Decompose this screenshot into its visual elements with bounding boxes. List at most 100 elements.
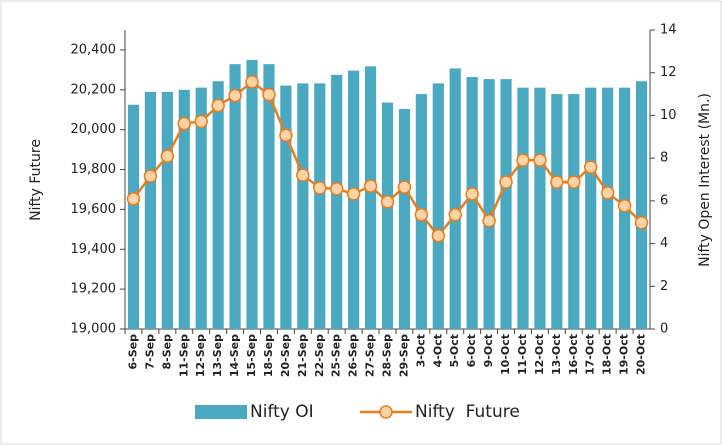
marker bbox=[600, 186, 615, 200]
x-tick-label: 20-Sep bbox=[279, 334, 292, 377]
bar bbox=[466, 76, 478, 329]
bar bbox=[500, 79, 512, 329]
bar bbox=[635, 81, 648, 329]
marker bbox=[279, 128, 293, 142]
legend-key-marker bbox=[379, 405, 393, 419]
y-tick-label: 20,400 bbox=[71, 42, 117, 57]
x-tick-label: 21-Sep bbox=[296, 334, 309, 377]
x-tick-label: 12-Oct bbox=[533, 334, 546, 375]
y2-tick-label: 2 bbox=[660, 279, 668, 294]
bar bbox=[381, 102, 394, 329]
x-tick-label: 29-Sep bbox=[397, 334, 410, 377]
marker bbox=[431, 228, 446, 243]
x-tick-label: 13-Oct bbox=[550, 334, 563, 375]
marker bbox=[329, 182, 344, 196]
x-tick-label: 25-Sep bbox=[330, 334, 343, 377]
bar bbox=[483, 79, 495, 329]
marker bbox=[296, 168, 310, 182]
x-tick-label: 12-Sep bbox=[194, 334, 207, 377]
marker bbox=[583, 160, 598, 174]
y-tick-label: 19,400 bbox=[71, 242, 117, 257]
y-tick-label: 20,200 bbox=[71, 82, 117, 97]
marker bbox=[245, 75, 259, 89]
x-tick-label: 4-Oct bbox=[431, 334, 444, 367]
bar bbox=[517, 87, 529, 330]
bar bbox=[161, 91, 173, 329]
marker bbox=[482, 214, 496, 228]
bar bbox=[263, 64, 275, 330]
x-tick-label: 8-Sep bbox=[160, 334, 173, 370]
bar bbox=[398, 109, 411, 330]
legend-label: Nifty OI bbox=[250, 402, 314, 422]
x-tick-label: 16-Oct bbox=[567, 334, 580, 375]
y-tick-label: 19,200 bbox=[71, 282, 117, 297]
marker bbox=[533, 153, 547, 167]
y-tick-label: 20,000 bbox=[71, 122, 117, 137]
bar bbox=[195, 87, 207, 330]
x-tick-label: 11-Oct bbox=[516, 334, 529, 375]
bar bbox=[229, 64, 241, 330]
marker bbox=[313, 181, 327, 195]
y2-tick-label: 10 bbox=[660, 108, 677, 123]
x-tick-label: 6-Sep bbox=[126, 334, 139, 370]
x-tick-label: 5-Oct bbox=[448, 334, 461, 367]
y2-axis-title: Nifty Open Interest (Mn.) bbox=[697, 93, 713, 267]
y2-tick-label: 6 bbox=[660, 193, 668, 208]
y2-tick-label: 0 bbox=[660, 322, 668, 337]
x-tick-label: 6-Oct bbox=[465, 334, 478, 367]
marker bbox=[177, 116, 192, 131]
marker bbox=[160, 149, 175, 163]
marker bbox=[262, 87, 276, 102]
marker bbox=[448, 208, 462, 222]
x-tick-label: 3-Oct bbox=[414, 334, 427, 367]
x-tick-label: 28-Sep bbox=[381, 334, 394, 377]
marker bbox=[634, 216, 649, 230]
marker bbox=[126, 192, 141, 206]
bar bbox=[280, 85, 292, 330]
bar bbox=[127, 104, 140, 329]
x-tick-label: 11-Sep bbox=[177, 334, 190, 377]
x-tick-label: 17-Oct bbox=[584, 334, 597, 375]
marker bbox=[567, 175, 581, 189]
x-tick-label: 27-Sep bbox=[364, 334, 377, 377]
bar bbox=[331, 74, 343, 329]
bar bbox=[212, 81, 224, 329]
marker bbox=[465, 187, 479, 201]
marker bbox=[211, 98, 225, 113]
marker bbox=[228, 88, 242, 103]
x-tick-label: 13-Sep bbox=[211, 334, 224, 377]
x-tick-label: 18-Oct bbox=[601, 334, 614, 375]
bar bbox=[551, 94, 563, 329]
legend-label: Nifty Future bbox=[415, 402, 520, 422]
x-tick-label: 9-Oct bbox=[482, 334, 495, 367]
marker bbox=[414, 208, 429, 222]
x-tick-label: 22-Sep bbox=[313, 334, 326, 377]
y-tick-label: 19,000 bbox=[71, 322, 117, 337]
x-tick-label: 19-Oct bbox=[618, 334, 631, 375]
x-tick-label: 10-Oct bbox=[499, 334, 512, 375]
marker bbox=[363, 179, 378, 193]
bar bbox=[432, 83, 444, 330]
x-tick-label: 7-Sep bbox=[143, 334, 156, 370]
x-tick-label: 15-Sep bbox=[245, 334, 258, 377]
bar bbox=[246, 59, 258, 330]
bar bbox=[364, 66, 377, 330]
y2-tick-label: 14 bbox=[660, 23, 677, 38]
marker bbox=[516, 153, 530, 167]
y-tick-label: 19,600 bbox=[71, 202, 117, 217]
marker bbox=[397, 180, 412, 194]
x-tick-label: 14-Sep bbox=[228, 334, 241, 377]
bar bbox=[297, 83, 309, 330]
y2-tick-label: 8 bbox=[660, 151, 668, 166]
x-tick-label: 20-Oct bbox=[635, 334, 648, 375]
marker bbox=[550, 175, 564, 189]
marker bbox=[143, 169, 158, 183]
bar bbox=[314, 83, 326, 330]
y-axis-title: Nifty Future bbox=[28, 139, 44, 221]
bar bbox=[568, 94, 580, 329]
bar bbox=[602, 87, 614, 330]
marker bbox=[346, 187, 361, 201]
